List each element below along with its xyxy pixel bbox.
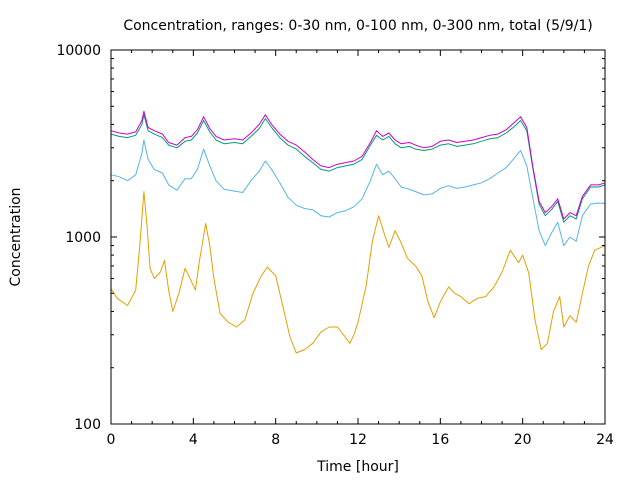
series-layer — [110, 110, 606, 354]
y-tick-label: 1000 — [65, 230, 101, 246]
x-tick-label: 16 — [431, 432, 449, 448]
y-tick-label: 10000 — [56, 43, 101, 59]
x-tick-label: 4 — [189, 432, 198, 448]
ticks-layer: 0 4 8 12 16 20 24 100 1000 10000 — [56, 43, 614, 448]
plot-frame — [110, 49, 606, 425]
x-axis-label: Time [hour] — [316, 459, 399, 475]
series-line-1 — [110, 191, 606, 354]
x-tick-label: 0 — [107, 432, 116, 448]
x-tick-label: 8 — [271, 432, 280, 448]
x-tick-label: 20 — [514, 432, 532, 448]
x-tick-label: 24 — [596, 432, 614, 448]
x-tick-label: 12 — [349, 432, 367, 448]
series-line-4 — [110, 110, 606, 220]
series-line-2 — [110, 139, 606, 247]
y-tick-label: 100 — [74, 417, 101, 433]
y-axis-label: Concentration — [8, 187, 24, 286]
chart-title: Concentration, ranges: 0-30 nm, 0-100 nm… — [123, 18, 592, 34]
series-line-3 — [110, 114, 606, 223]
